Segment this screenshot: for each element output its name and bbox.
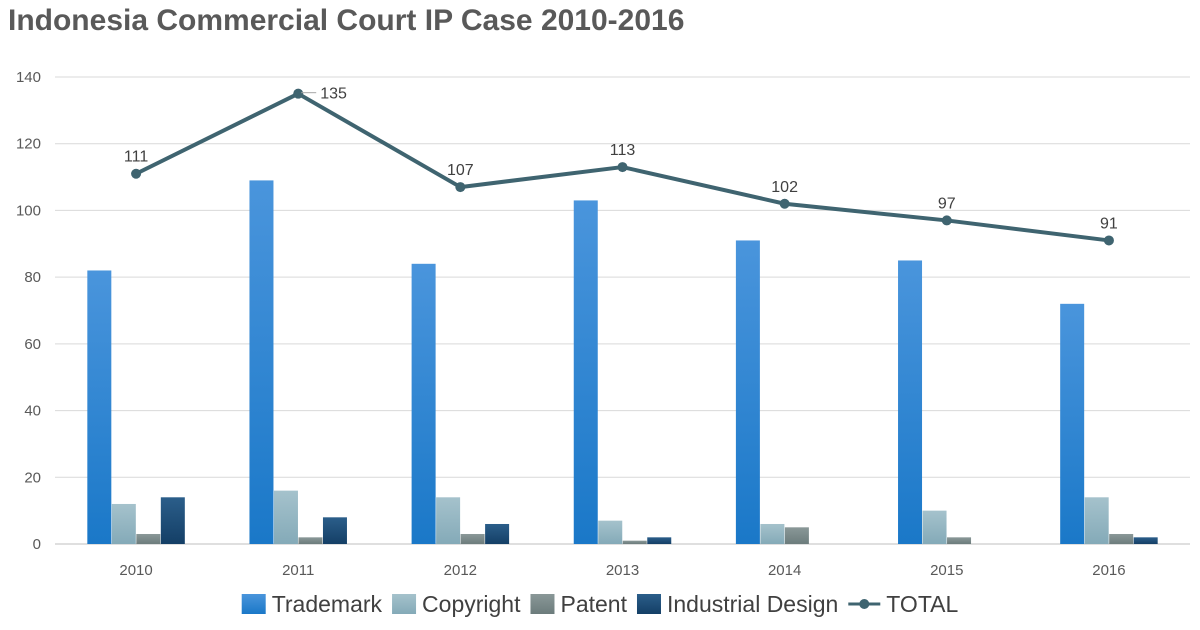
bar-copyright <box>273 490 298 544</box>
y-tick-label: 100 <box>16 202 41 219</box>
data-point-total <box>455 182 466 193</box>
legend-label: Trademark <box>272 591 383 617</box>
bar-patent <box>784 527 809 544</box>
bar-patent <box>460 533 485 544</box>
data-label-total: 113 <box>610 142 636 159</box>
data-label-total: 102 <box>771 179 798 196</box>
x-tick-label: 2010 <box>119 562 152 579</box>
data-point-total <box>617 162 628 173</box>
legend-label: Patent <box>560 591 627 617</box>
legend-swatch <box>530 594 555 614</box>
legend-swatch <box>636 594 661 614</box>
bar-trademark <box>411 263 436 544</box>
bar-copyright <box>111 503 136 544</box>
bar-trademark <box>573 200 598 544</box>
bar-patent <box>947 537 972 544</box>
bar-trademark <box>249 180 274 544</box>
x-tick-label: 2014 <box>768 562 801 579</box>
bar-industrial-design <box>322 517 347 544</box>
x-tick-label: 2016 <box>1092 562 1125 579</box>
data-label-total: 97 <box>938 195 956 212</box>
bar-trademark <box>87 270 112 544</box>
x-tick-label: 2012 <box>444 562 477 579</box>
x-tick-label: 2015 <box>930 562 963 579</box>
bar-trademark <box>1060 303 1085 544</box>
data-label-total: 135 <box>320 86 347 103</box>
bar-patent <box>136 533 161 544</box>
legend-item-industrial-design: Industrial Design <box>636 591 838 617</box>
bar-industrial-design <box>1133 537 1158 544</box>
legend-swatch <box>392 594 417 614</box>
bar-industrial-design <box>647 537 672 544</box>
x-tick-label: 2013 <box>606 562 639 579</box>
y-tick-label: 0 <box>33 536 41 553</box>
data-point-total <box>941 215 952 226</box>
data-label-total: 111 <box>124 149 148 166</box>
legend-item-trademark: Trademark <box>241 591 383 617</box>
data-point-total <box>131 168 142 179</box>
x-tick-label: 2011 <box>282 562 314 579</box>
bar-industrial-design <box>160 497 185 544</box>
bar-trademark <box>735 240 760 544</box>
y-tick-label: 80 <box>24 269 41 286</box>
legend-item-patent: Patent <box>530 591 628 617</box>
legend-swatch <box>241 594 266 614</box>
legend-label: TOTAL <box>886 591 958 617</box>
data-point-total <box>1103 235 1114 246</box>
y-tick-label: 40 <box>24 403 41 420</box>
bar-patent <box>298 537 323 544</box>
data-point-total <box>779 198 790 209</box>
bar-copyright <box>922 510 947 544</box>
bar-copyright <box>598 520 623 544</box>
legend-item-total: TOTAL <box>848 591 959 617</box>
bar-copyright <box>436 497 461 544</box>
y-tick-label: 60 <box>24 336 41 353</box>
bar-industrial-design <box>485 523 510 544</box>
chart-title: Indonesia Commercial Court IP Case 2010-… <box>8 4 685 37</box>
legend-label: Copyright <box>422 591 521 617</box>
bar-patent <box>622 540 647 544</box>
y-tick-label: 20 <box>24 469 41 486</box>
y-tick-label: 140 <box>16 69 41 86</box>
data-label-total: 107 <box>447 162 474 179</box>
bar-copyright <box>760 523 785 544</box>
bar-patent <box>1109 533 1134 544</box>
data-point-total <box>293 88 304 99</box>
data-label-total: 91 <box>1100 215 1118 232</box>
legend-label: Industrial Design <box>667 591 838 617</box>
legend-item-copyright: Copyright <box>392 591 521 617</box>
legend-swatch-marker <box>859 599 870 609</box>
bar-copyright <box>1084 497 1109 544</box>
bar-trademark <box>898 260 923 544</box>
y-tick-label: 120 <box>16 136 41 153</box>
